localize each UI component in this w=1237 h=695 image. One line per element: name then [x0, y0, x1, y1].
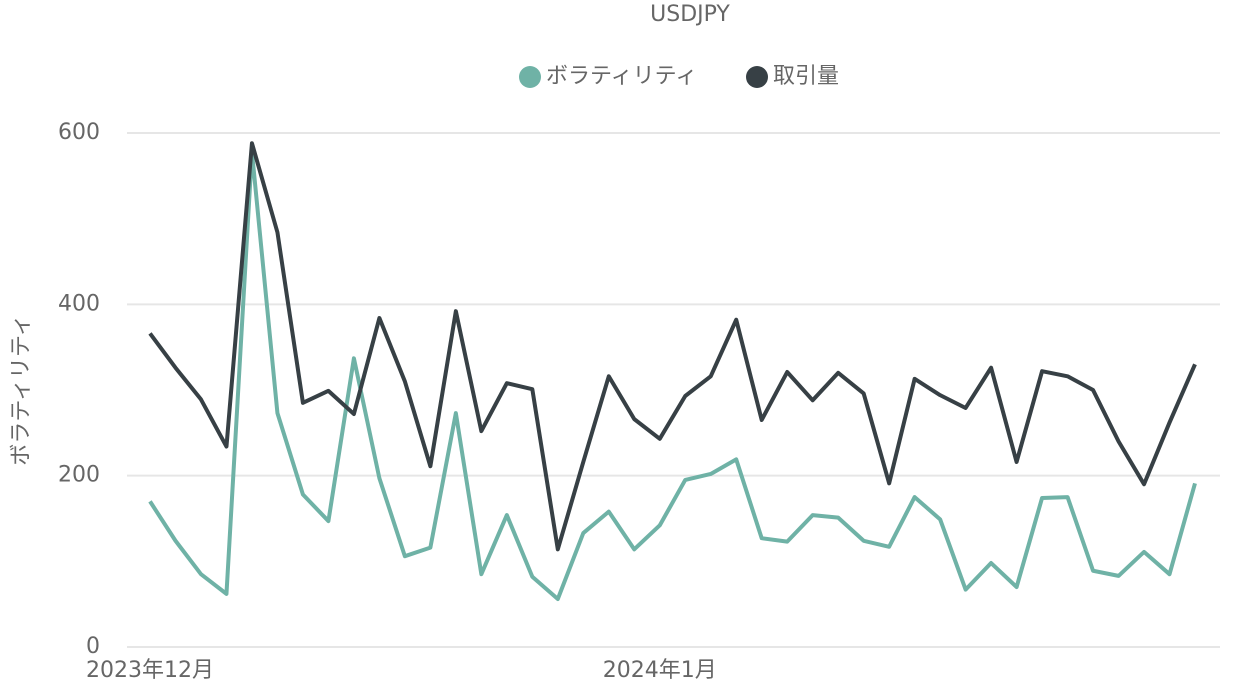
x-tick-label: 2024年1月	[603, 658, 717, 683]
series-line	[148, 141, 1197, 552]
series-line	[148, 149, 1197, 602]
legend-marker	[746, 66, 768, 88]
y-axis-label: ボラティリティ	[9, 314, 34, 465]
y-tick-label: 400	[58, 291, 100, 316]
legend-marker	[519, 66, 541, 88]
y-tick-label: 200	[58, 463, 100, 488]
legend-label: 取引量	[773, 64, 839, 89]
x-tick-label: 2023年12月	[86, 658, 214, 683]
y-tick-label: 600	[58, 120, 100, 145]
y-tick-label: 0	[86, 634, 100, 659]
legend-label: ボラティリティ	[546, 64, 697, 89]
chart-title: USDJPY	[650, 2, 730, 27]
